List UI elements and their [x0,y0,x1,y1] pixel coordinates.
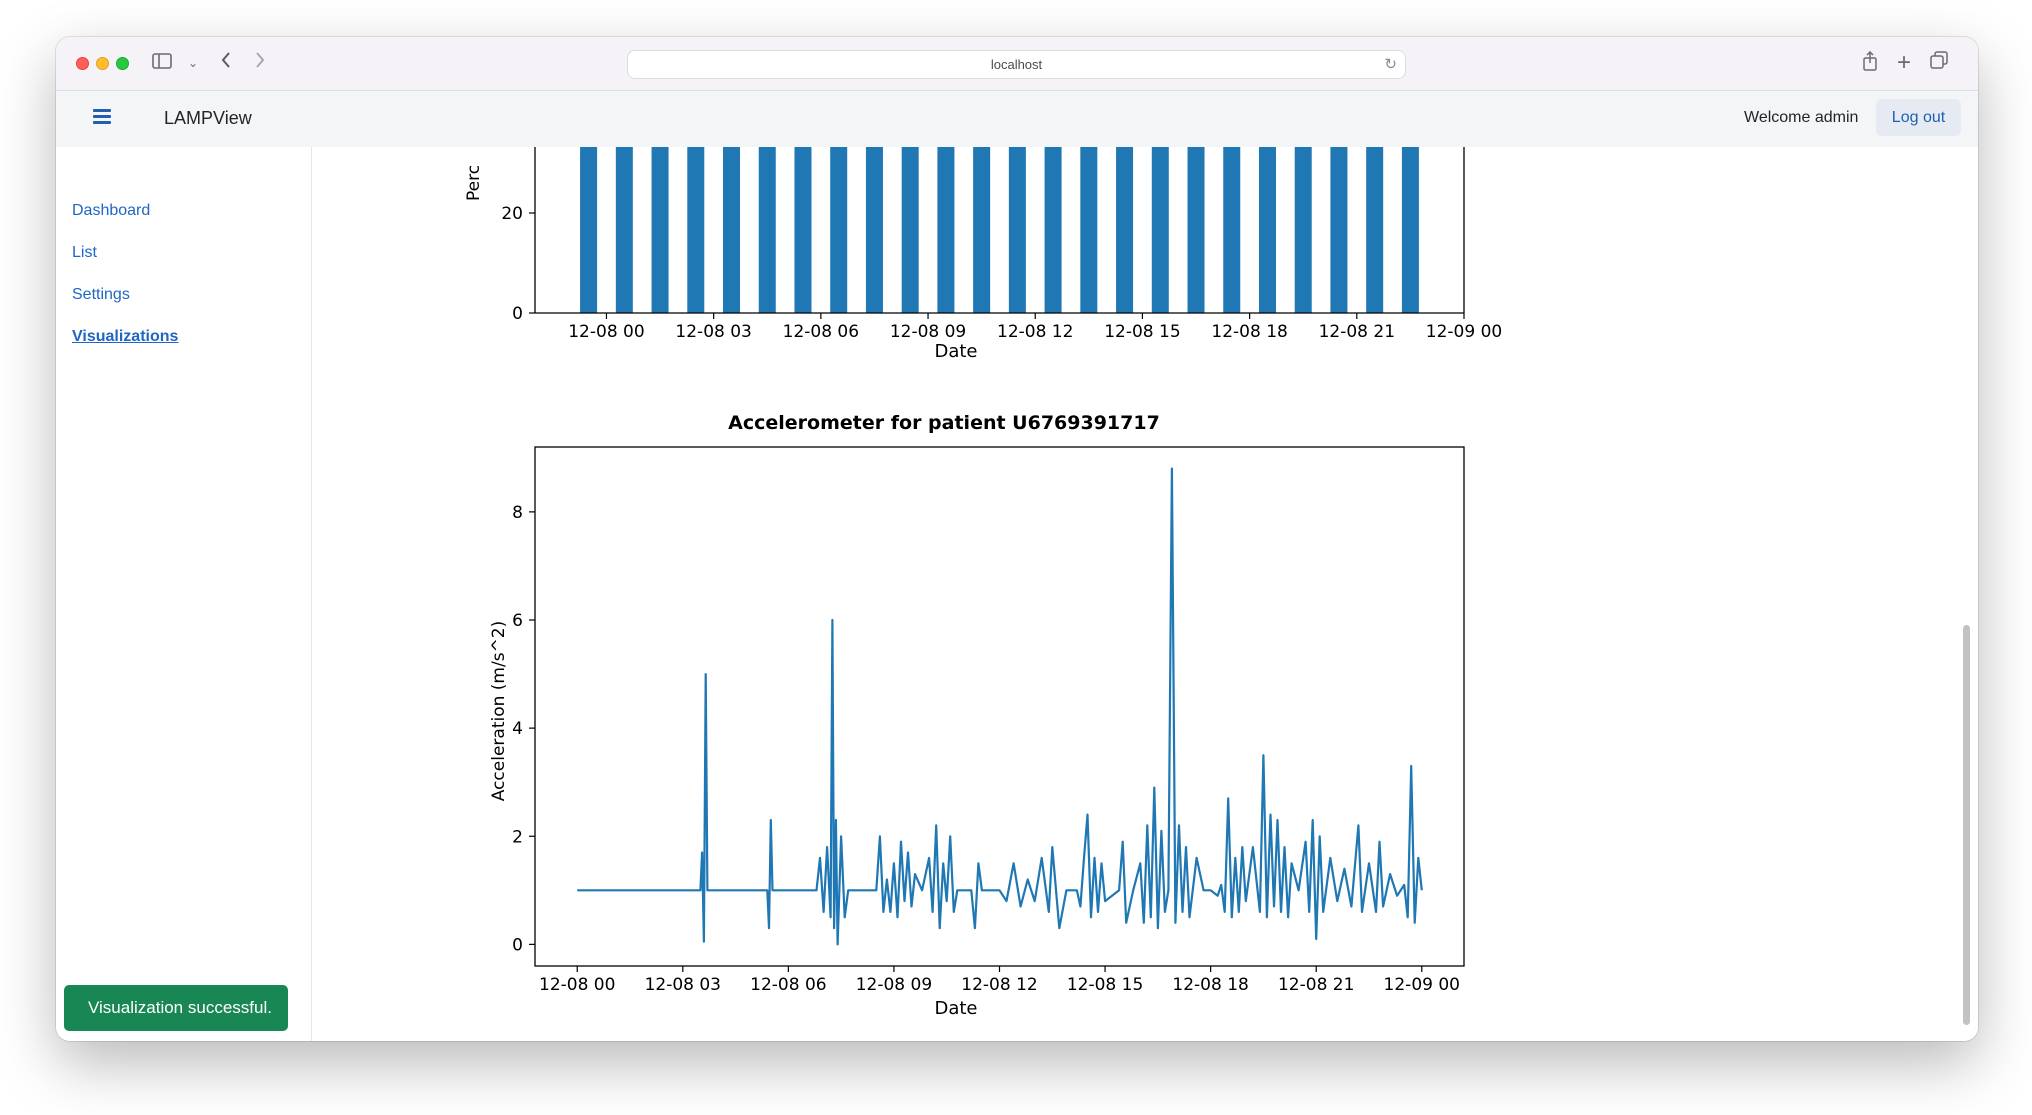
bar [937,147,955,313]
y-tick-label: 0 [512,935,523,955]
new-tab-icon[interactable]: + [1897,49,1912,76]
bar [794,147,812,313]
bar [1330,147,1348,313]
x-tick-label: 12-08 09 [856,975,932,995]
logout-button[interactable]: Log out [1876,99,1961,136]
browser-toolbar: ⌄ localhost ↻ + [56,37,1978,91]
acceleration-series-line [577,467,1423,946]
tabs-overview-icon[interactable] [1930,51,1948,75]
x-tick-label: 12-08 21 [1278,975,1354,995]
sidebar-item-settings[interactable]: Settings [72,286,130,303]
x-tick-label: 12-08 12 [961,975,1037,995]
y-tick-label: 4 [512,719,523,739]
x-tick-label: 12-08 18 [1211,322,1287,342]
maximize-window-button[interactable] [116,57,129,70]
minimize-window-button[interactable] [96,57,109,70]
y-tick-label: 8 [512,503,523,523]
accelerometer-line-chart: Accelerometer for patient U6769391717 Ac… [489,412,1465,1019]
bar [1151,147,1169,313]
bar [687,147,705,313]
close-window-button[interactable] [76,57,89,70]
x-tick-label: 12-08 06 [783,322,859,342]
x-tick-label: 12-08 15 [1067,975,1143,995]
y-tick-label: 2 [512,827,523,847]
sidebar: Dashboard List Settings Visualizations [56,147,312,1041]
x-tick-label: 12-08 12 [997,322,1073,342]
page-scrollbar[interactable] [1963,625,1970,1025]
sidebar-icon[interactable] [152,51,172,75]
bar [1401,147,1419,313]
bar [1366,147,1384,313]
browser-window: ⌄ localhost ↻ + LAMPView Welcome admin L… [56,37,1978,1041]
y-tick-label: 20 [501,204,523,224]
x-tick-label: 12-08 21 [1319,322,1395,342]
bar-chart-x-axis-label: Date [934,341,977,362]
bar [901,147,919,313]
x-tick-label: 12-09 00 [1384,975,1460,995]
bar [1008,147,1026,313]
bar [1044,147,1062,313]
x-tick-label: 12-08 06 [750,975,826,995]
bar-chart: Perc Date 0 20 12-08 00 12-08 03 12-08 06 12-… [464,147,1502,362]
sidebar-item-dashboard[interactable]: Dashboard [72,202,151,219]
bar [973,147,991,313]
accelerometer-x-axis-label: Date [934,998,977,1019]
back-icon[interactable] [220,51,232,75]
bar [865,147,883,313]
url-text: localhost [990,57,1043,72]
x-tick-label: 12-08 00 [568,322,644,342]
app-brand[interactable]: LAMPView [164,108,252,128]
bar [1116,147,1134,313]
share-icon[interactable] [1862,50,1878,77]
bar [615,147,633,313]
main-content: Perc Date 0 20 12-08 00 12-08 03 12-08 06 12-… [313,147,1978,1041]
accelerometer-chart-title: Accelerometer for patient U6769391717 [728,412,1160,434]
app-navbar: LAMPView Welcome admin Log out [56,91,1978,147]
x-tick-label: 12-09 00 [1426,322,1502,342]
welcome-text: Welcome admin [1744,109,1859,126]
chevron-down-icon[interactable]: ⌄ [188,56,199,70]
bar [1294,147,1312,313]
x-tick-label: 12-08 03 [675,322,751,342]
x-tick-label: 12-08 15 [1104,322,1180,342]
success-toast: Visualization successful. [64,985,288,1031]
reload-icon[interactable]: ↻ [1384,56,1397,73]
bar [830,147,848,313]
x-tick-label: 12-08 03 [645,975,721,995]
bar-chart-y-axis-label: Perc [464,165,484,201]
x-tick-label: 12-08 09 [890,322,966,342]
menu-toggle-icon[interactable] [93,106,113,128]
bar [651,147,669,313]
accelerometer-y-axis-label: Acceleration (m/s^2) [489,621,509,802]
x-tick-label: 12-08 18 [1172,975,1248,995]
bar [1187,147,1205,313]
bar [758,147,776,313]
y-tick-label: 6 [512,611,523,631]
bar [1258,147,1276,313]
bar [1080,147,1098,313]
sidebar-item-visualizations[interactable]: Visualizations [72,328,179,345]
y-tick-label: 0 [512,304,523,324]
bar [580,147,598,313]
accelerometer-plot-frame [534,446,1465,967]
url-bar[interactable]: localhost ↻ [627,50,1406,79]
bar [723,147,741,313]
bar [1223,147,1241,313]
forward-icon[interactable] [254,51,266,75]
x-tick-label: 12-08 00 [539,975,615,995]
sidebar-item-list[interactable]: List [72,244,97,261]
